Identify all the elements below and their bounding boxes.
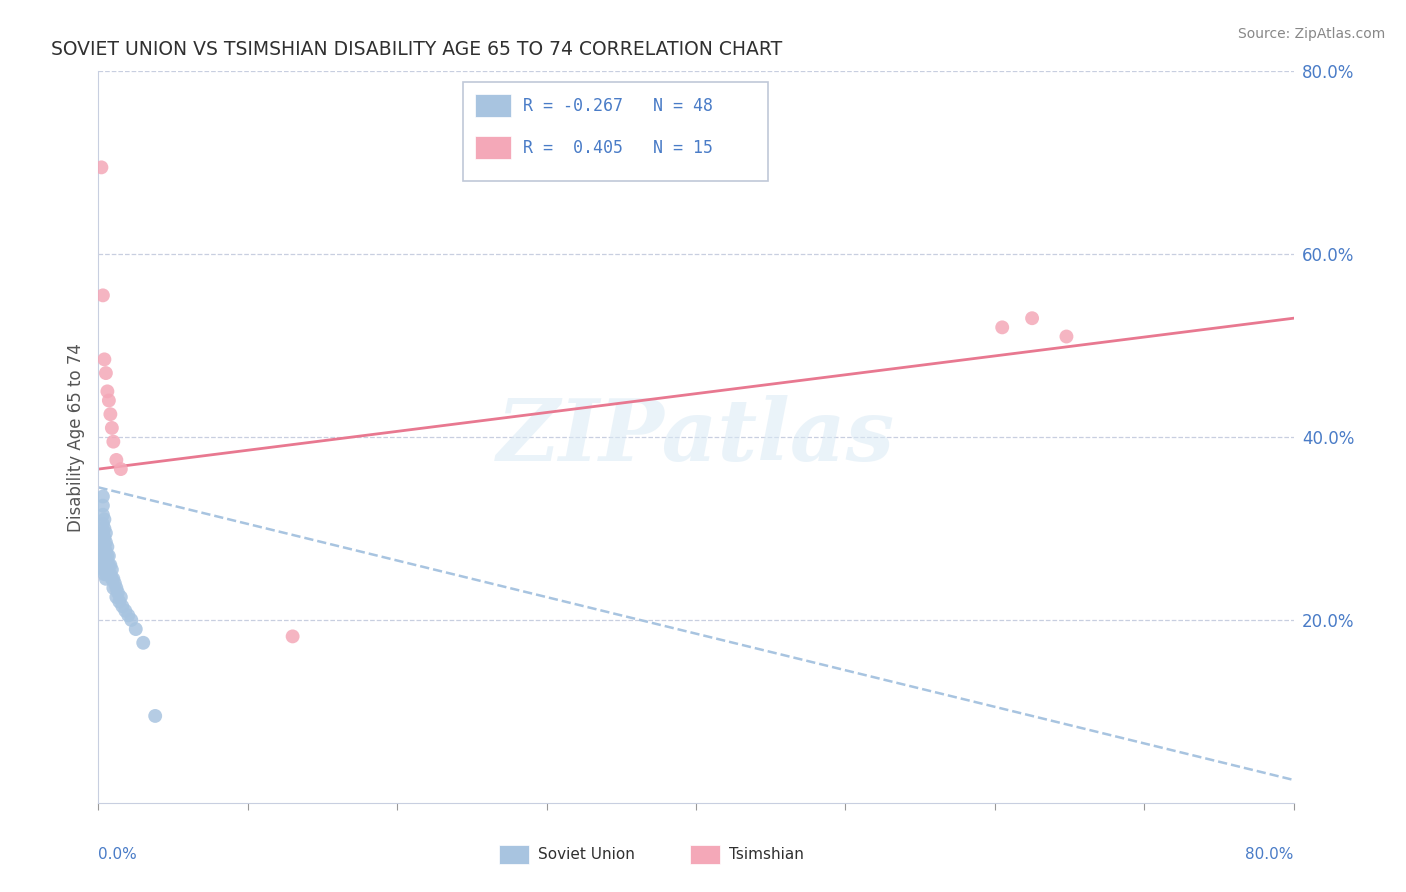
Point xyxy=(96,567,118,582)
Point xyxy=(91,490,114,504)
Point xyxy=(94,526,117,541)
Point xyxy=(93,567,115,582)
Point xyxy=(111,599,134,614)
Point xyxy=(117,608,139,623)
Text: SOVIET UNION VS TSIMSHIAN DISABILITY AGE 65 TO 74 CORRELATION CHART: SOVIET UNION VS TSIMSHIAN DISABILITY AGE… xyxy=(51,39,782,59)
Text: 0.0%: 0.0% xyxy=(98,847,138,862)
Point xyxy=(101,563,124,577)
Point xyxy=(991,320,1014,334)
Point xyxy=(98,558,122,573)
Point xyxy=(104,576,127,591)
Bar xyxy=(475,136,510,159)
Point xyxy=(103,434,125,449)
Point xyxy=(96,549,118,563)
Point xyxy=(125,622,148,636)
Bar xyxy=(690,846,720,863)
Point xyxy=(107,585,129,599)
Bar xyxy=(499,846,529,863)
Point xyxy=(93,558,115,573)
Point xyxy=(110,462,132,476)
Point xyxy=(93,549,115,563)
Point xyxy=(91,526,114,541)
Point xyxy=(91,535,114,549)
Point xyxy=(105,590,128,604)
Point xyxy=(101,421,124,435)
Point xyxy=(103,572,125,586)
Point xyxy=(281,629,304,643)
Point xyxy=(93,512,115,526)
Bar xyxy=(475,94,510,118)
Point xyxy=(93,521,115,535)
Point xyxy=(98,407,122,421)
Point xyxy=(91,553,114,567)
Point xyxy=(97,549,120,563)
Point xyxy=(110,590,132,604)
Text: ZIPatlas: ZIPatlas xyxy=(496,395,896,479)
Point xyxy=(93,352,115,367)
Point xyxy=(91,508,114,522)
Text: Soviet Union: Soviet Union xyxy=(538,847,636,862)
Text: Source: ZipAtlas.com: Source: ZipAtlas.com xyxy=(1237,27,1385,41)
Point xyxy=(94,563,117,577)
Point xyxy=(94,553,117,567)
Y-axis label: Disability Age 65 to 74: Disability Age 65 to 74 xyxy=(66,343,84,532)
Point xyxy=(94,366,117,380)
Point xyxy=(120,613,142,627)
Point xyxy=(105,581,128,595)
Point xyxy=(114,604,136,618)
Point xyxy=(91,516,114,531)
Point xyxy=(91,499,114,513)
Point xyxy=(91,544,114,558)
Point xyxy=(96,540,118,554)
Point xyxy=(96,558,118,573)
Point xyxy=(1056,329,1078,343)
Point xyxy=(98,567,122,582)
Point xyxy=(91,563,114,577)
Text: Tsimshian: Tsimshian xyxy=(730,847,804,862)
Point xyxy=(94,544,117,558)
Point xyxy=(90,161,112,175)
Point xyxy=(93,540,115,554)
Point xyxy=(97,393,120,408)
Point xyxy=(132,636,155,650)
Point xyxy=(91,288,114,302)
Point xyxy=(143,709,166,723)
Point xyxy=(96,384,118,399)
Point xyxy=(105,453,128,467)
Point xyxy=(101,572,124,586)
Point xyxy=(108,594,131,608)
Point xyxy=(97,567,120,582)
Text: R =  0.405   N = 15: R = 0.405 N = 15 xyxy=(523,139,713,157)
Point xyxy=(103,581,125,595)
FancyBboxPatch shape xyxy=(463,82,768,181)
Text: 80.0%: 80.0% xyxy=(1246,847,1294,862)
Point xyxy=(1021,311,1043,326)
Text: R = -0.267   N = 48: R = -0.267 N = 48 xyxy=(523,97,713,115)
Point xyxy=(97,558,120,573)
Point xyxy=(94,535,117,549)
Point xyxy=(93,531,115,545)
Point xyxy=(94,572,117,586)
